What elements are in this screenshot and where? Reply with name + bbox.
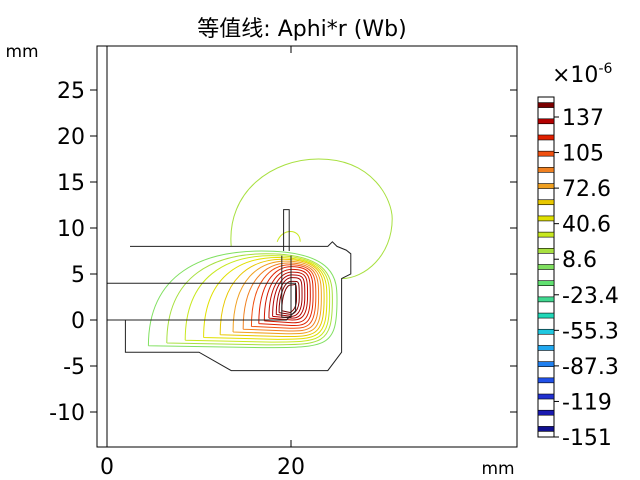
colorbar-label: 105 (562, 142, 604, 167)
contour-line (272, 274, 306, 319)
colorbar-swatch (537, 215, 555, 222)
colorbar-swatch (537, 248, 555, 254)
y-tick-label: 25 (57, 79, 85, 104)
colorbar-label: 40.6 (562, 213, 611, 238)
colorbar-swatch (537, 167, 555, 173)
x-tick-label: 20 (277, 455, 305, 480)
colorbar-swatch (537, 134, 555, 141)
contour-line (242, 262, 320, 332)
x-tick-label: 0 (100, 455, 114, 480)
colorbar-swatch (537, 183, 555, 189)
colorbar-swatch (537, 409, 555, 416)
contour-line (250, 264, 317, 329)
colorbar: 137 105 72.6 40.6 8.6 -23.4 -55.3 -87.3 -119 -151 (537, 96, 619, 451)
y-tick-label: 5 (71, 263, 85, 288)
colorbar-swatch (537, 312, 555, 319)
y-tick-label: 20 (57, 125, 85, 150)
colorbar-label: -23.4 (562, 284, 619, 309)
colorbar-swatch (537, 296, 555, 303)
colorbar-swatch (537, 264, 555, 270)
pin-outline (283, 209, 290, 251)
colorbar-label: 137 (562, 106, 604, 131)
colorbar-label: 72.6 (562, 177, 611, 202)
contour-lines (147, 158, 393, 349)
colorbar-swatch (537, 150, 555, 157)
contour-line (230, 158, 393, 280)
colorbar-swatch (537, 231, 555, 238)
colorbar-label: -119 (562, 390, 612, 415)
plot-area (96, 45, 518, 448)
contour-line (263, 268, 311, 324)
colorbar-label: 8.6 (562, 248, 597, 273)
colorbar-swatch (537, 345, 555, 351)
colorbar-multiplier: ×10-6 (552, 61, 612, 88)
contour-line (203, 256, 328, 340)
colorbar-swatch (537, 102, 555, 108)
colorbar-swatch (537, 426, 555, 432)
contour-line (232, 260, 322, 335)
colorbar-swatch (537, 199, 555, 206)
y-tick-label: 15 (57, 171, 85, 196)
x-axis-ticks: 0 20 (100, 46, 305, 480)
y-axis-label: mm (5, 42, 38, 62)
colorbar-swatch (537, 118, 555, 125)
y-tick-label: 0 (71, 309, 85, 334)
chart-title: 等值线: Aphi*r (Wb) (197, 17, 406, 42)
geometry-outline (107, 209, 352, 372)
y-axis-ticks: 25 20 15 10 5 0 -5 -10 (49, 79, 517, 426)
contour-line (258, 266, 314, 327)
contour-line (219, 258, 325, 338)
colorbar-swatch (537, 280, 555, 286)
contour-line (166, 253, 333, 346)
colorbar-label: -55.3 (562, 319, 619, 344)
y-tick-label: 10 (57, 217, 85, 242)
core-outline (281, 255, 292, 318)
contour-line (147, 250, 338, 349)
contour-line (276, 230, 301, 242)
colorbar-label: -87.3 (562, 355, 619, 380)
y-tick-label: -5 (63, 355, 85, 380)
colorbar-label: -151 (562, 426, 612, 451)
contour-line (281, 284, 298, 314)
colorbar-swatch (537, 328, 555, 335)
contour-line (268, 271, 309, 321)
colorbar-swatch (537, 377, 555, 384)
colorbar-swatch (537, 393, 555, 400)
contour-line (184, 255, 331, 343)
y-tick-label: -10 (49, 401, 85, 426)
outer-geometry-outline (124, 241, 352, 372)
colorbar-swatch (537, 361, 555, 367)
x-axis-label: mm (481, 459, 514, 479)
inner-bar-outline (107, 282, 297, 321)
